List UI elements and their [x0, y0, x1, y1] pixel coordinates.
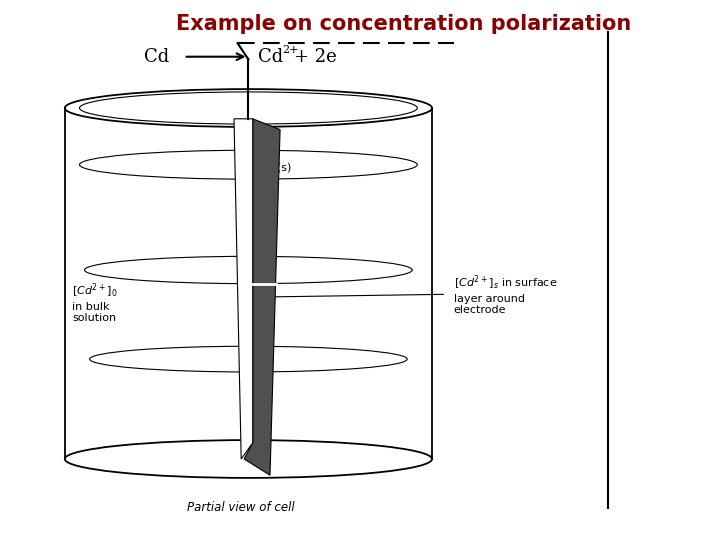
Text: Partial view of cell: Partial view of cell — [187, 501, 295, 514]
Text: 2+: 2+ — [282, 45, 299, 55]
Text: Cd(s): Cd(s) — [263, 163, 292, 172]
Text: $[Cd^{2+}]_0$
in bulk
solution: $[Cd^{2+}]_0$ in bulk solution — [72, 281, 117, 323]
Text: Cd: Cd — [258, 48, 283, 66]
Text: + 2e: + 2e — [294, 48, 336, 66]
Polygon shape — [244, 119, 280, 475]
Polygon shape — [234, 119, 253, 459]
Text: $[Cd^{2+}]_s$ in surface
layer around
electrode: $[Cd^{2+}]_s$ in surface layer around el… — [454, 273, 557, 315]
Text: Cd: Cd — [144, 48, 169, 66]
Text: Example on concentration polarization: Example on concentration polarization — [176, 14, 631, 33]
